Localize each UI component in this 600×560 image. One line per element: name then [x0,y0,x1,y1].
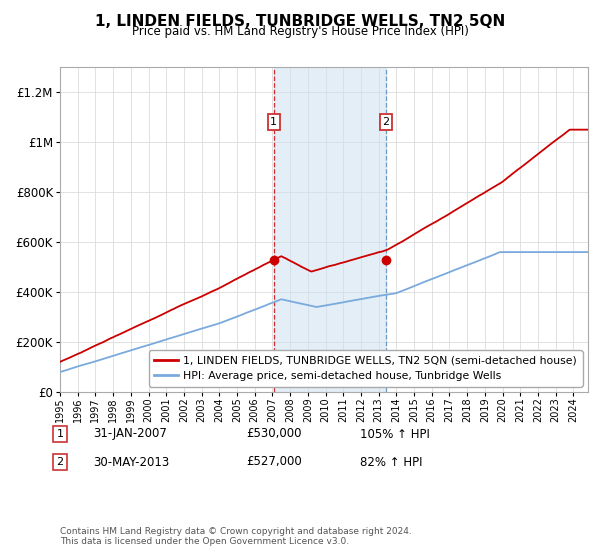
Text: 1: 1 [271,117,277,127]
Text: Price paid vs. HM Land Registry's House Price Index (HPI): Price paid vs. HM Land Registry's House … [131,25,469,38]
Text: 31-JAN-2007: 31-JAN-2007 [93,427,167,441]
Text: £530,000: £530,000 [246,427,302,441]
Legend: 1, LINDEN FIELDS, TUNBRIDGE WELLS, TN2 5QN (semi-detached house), HPI: Average p: 1, LINDEN FIELDS, TUNBRIDGE WELLS, TN2 5… [149,351,583,386]
Text: 2: 2 [56,457,64,467]
Text: 105% ↑ HPI: 105% ↑ HPI [360,427,430,441]
Text: 1, LINDEN FIELDS, TUNBRIDGE WELLS, TN2 5QN: 1, LINDEN FIELDS, TUNBRIDGE WELLS, TN2 5… [95,14,505,29]
Text: 2: 2 [382,117,389,127]
Text: Contains HM Land Registry data © Crown copyright and database right 2024.
This d: Contains HM Land Registry data © Crown c… [60,526,412,546]
Bar [274,67,386,392]
Text: 82% ↑ HPI: 82% ↑ HPI [360,455,422,469]
Text: £527,000: £527,000 [246,455,302,469]
Text: 1: 1 [56,429,64,439]
Text: 30-MAY-2013: 30-MAY-2013 [93,455,169,469]
